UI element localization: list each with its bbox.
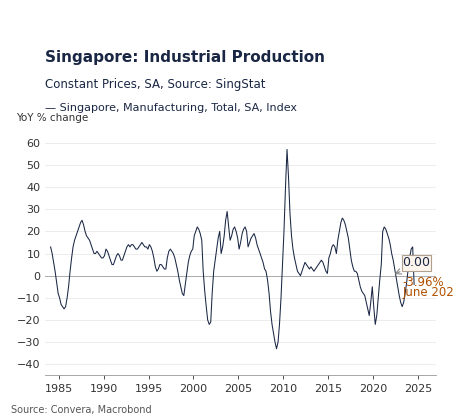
Text: 0.00: 0.00 (403, 256, 430, 269)
Text: — Singapore, Manufacturing, Total, SA, Index: — Singapore, Manufacturing, Total, SA, I… (45, 103, 297, 113)
Text: -3.96%: -3.96% (403, 276, 444, 289)
Text: YoY % change: YoY % change (16, 113, 89, 123)
Text: June 2024: June 2024 (403, 286, 454, 299)
Text: Constant Prices, SA, Source: SingStat: Constant Prices, SA, Source: SingStat (45, 78, 266, 90)
Text: Singapore: Industrial Production: Singapore: Industrial Production (45, 50, 326, 65)
Text: Source: Convera, Macrobond: Source: Convera, Macrobond (11, 405, 152, 415)
FancyBboxPatch shape (402, 255, 431, 271)
